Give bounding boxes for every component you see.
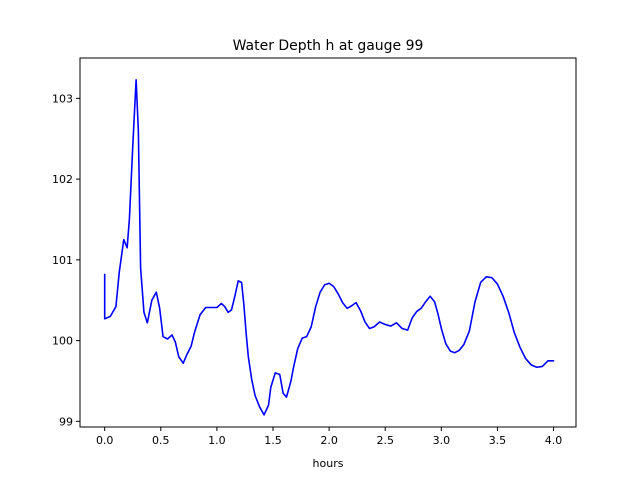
x-tick-label: 3.5 [489, 434, 507, 447]
x-tick-label: 1.0 [208, 434, 226, 447]
x-axis-label: hours [313, 457, 344, 470]
x-axis: 0.0 0.5 1.0 1.5 2.0 2.5 3.0 3.5 4.0 [96, 427, 562, 447]
x-tick-label: 1.5 [264, 434, 282, 447]
x-tick-label: 3.0 [433, 434, 451, 447]
x-tick-label: 0.0 [96, 434, 114, 447]
plot-area [103, 79, 555, 416]
y-tick-label: 103 [52, 92, 73, 105]
series-line-0 [103, 79, 555, 416]
x-tick-label: 4.0 [545, 434, 563, 447]
y-tick-label: 101 [52, 254, 73, 267]
y-tick-label: 102 [52, 173, 73, 186]
chart-title: Water Depth h at gauge 99 [233, 38, 424, 54]
x-tick-label: 0.5 [152, 434, 170, 447]
y-axis: 99 100 101 102 103 [52, 92, 80, 428]
y-tick-label: 99 [59, 415, 73, 428]
plot-frame [79, 57, 577, 428]
y-tick-label: 100 [52, 335, 73, 348]
x-tick-label: 2.5 [376, 434, 394, 447]
x-tick-label: 2.0 [320, 434, 338, 447]
